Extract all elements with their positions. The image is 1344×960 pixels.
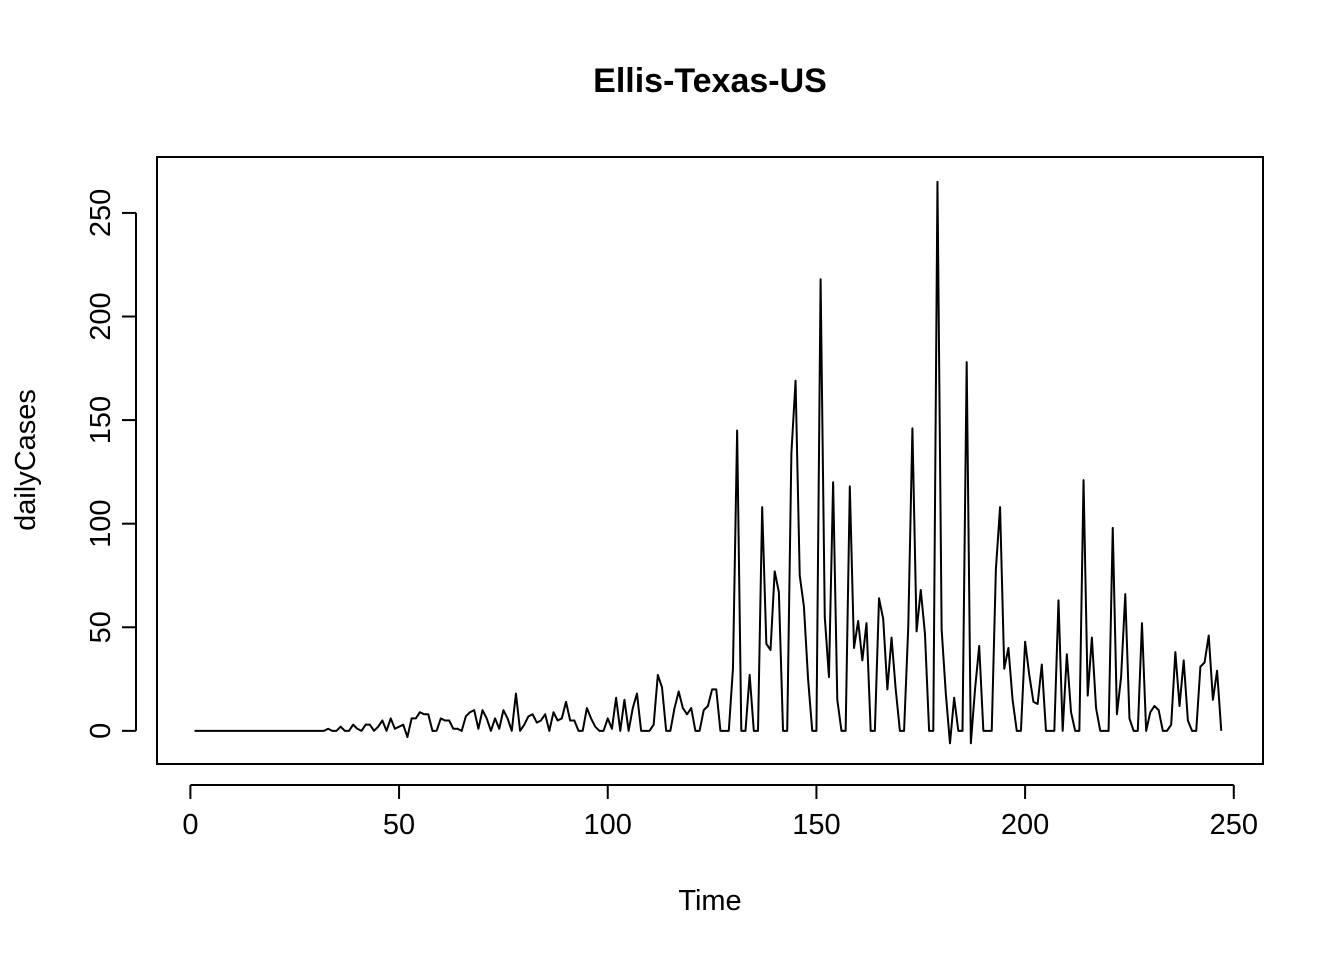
x-tick-label: 100 — [584, 809, 632, 841]
series-layer — [194, 180, 1223, 745]
y-tick-label: 50 — [85, 611, 117, 643]
x-tick-label: 50 — [383, 809, 415, 841]
plot-frame — [156, 156, 1264, 765]
x-tick-label: 0 — [182, 809, 198, 841]
chart-title: Ellis-Texas-US — [593, 62, 827, 100]
y-axis-label: dailyCases — [10, 389, 42, 531]
y-tick-label: 200 — [85, 292, 117, 340]
y-tick-label: 100 — [85, 499, 117, 547]
y-tick-label: 150 — [85, 396, 117, 444]
y-tick-label: 250 — [85, 189, 117, 237]
x-tick-label: 200 — [1001, 809, 1049, 841]
x-axis-label: Time — [678, 885, 741, 917]
series-line-dailyCases — [194, 180, 1223, 745]
x-tick-label: 150 — [792, 809, 840, 841]
y-axis: 0 50 100 150 200 250 — [85, 189, 137, 739]
x-axis: 0 50 100 150 200 250 — [182, 784, 1258, 841]
x-tick-label: 250 — [1210, 809, 1258, 841]
y-tick-label: 0 — [85, 723, 117, 739]
